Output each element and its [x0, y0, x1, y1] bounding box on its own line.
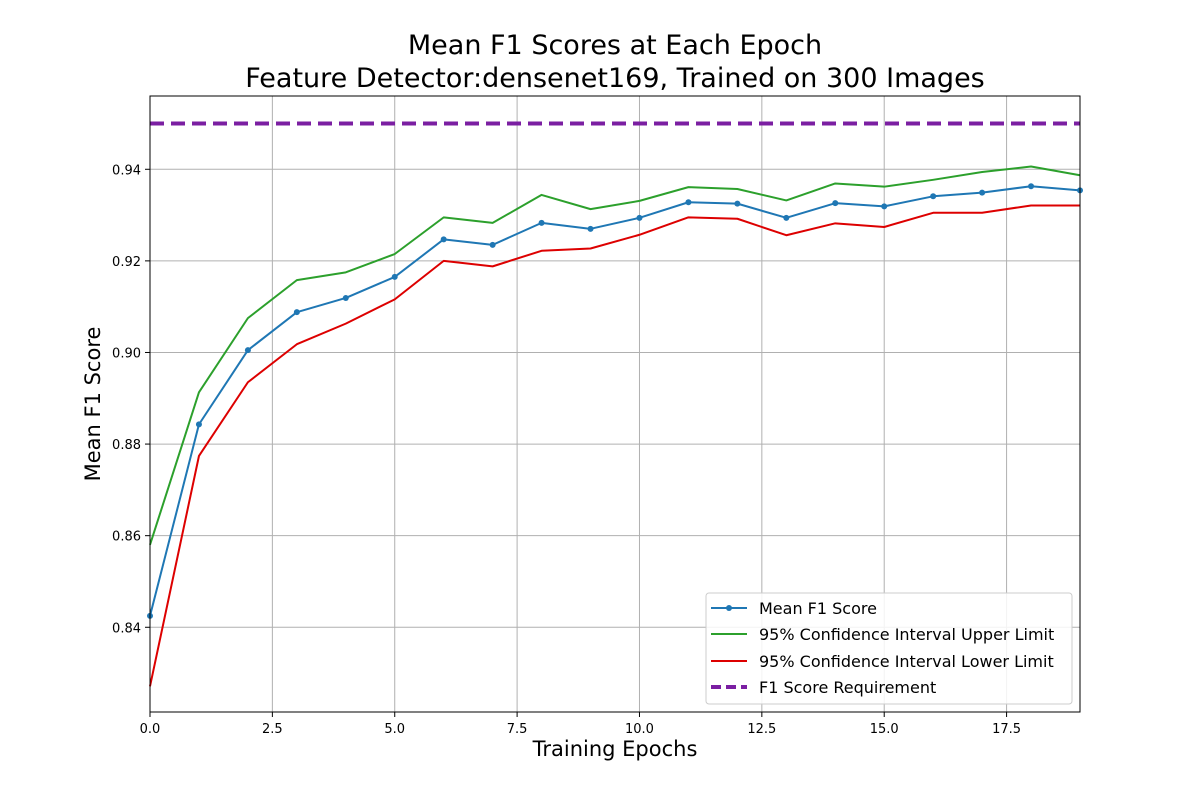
mean-f1-point [1028, 183, 1035, 190]
x-tick-label: 17.5 [992, 722, 1021, 737]
x-tick-label: 7.5 [507, 722, 528, 737]
mean-f1-point [881, 203, 888, 210]
mean-f1-point [636, 214, 643, 221]
chart-title-line-1: Mean F1 Scores at Each Epoch [408, 30, 822, 61]
series-line-1 [149, 165, 1081, 546]
x-tick-label: 10.0 [625, 722, 654, 737]
y-tick-label: 0.90 [112, 346, 141, 361]
x-tick-label: 0.0 [140, 722, 161, 737]
mean-f1-point [195, 421, 202, 428]
mean-f1-point [734, 200, 741, 207]
legend-label-1: 95% Confidence Interval Upper Limit [759, 625, 1054, 644]
y-tick-label: 0.84 [112, 621, 141, 636]
y-axis-label: Mean F1 Score [81, 327, 105, 482]
mean-f1-point [979, 189, 986, 196]
mean-f1-point [342, 294, 349, 301]
mean-f1-point [930, 193, 937, 200]
legend-label-2: 95% Confidence Interval Lower Limit [759, 652, 1054, 671]
mean-f1-point [538, 219, 545, 226]
chart-title-line-2: Feature Detector:densenet169, Trained on… [245, 63, 985, 94]
legend-label-3: F1 Score Requirement [759, 678, 936, 697]
series-line-2 [149, 204, 1080, 687]
mean-f1-point [244, 347, 251, 354]
legend-label-0: Mean F1 Score [759, 599, 877, 618]
mean-f1-point [293, 309, 300, 316]
x-tick-label: 15.0 [870, 722, 899, 737]
mean-f1-point [783, 214, 790, 221]
mean-f1-point [832, 200, 839, 207]
mean-f1-point [587, 225, 594, 232]
series-group [147, 121, 1083, 687]
series-line-0 [149, 185, 1081, 617]
y-tick-label: 0.92 [112, 255, 141, 270]
legend-box [705, 592, 1073, 705]
x-tick-label: 5.0 [384, 722, 405, 737]
x-tick-label: 12.5 [747, 722, 776, 737]
mean-f1-point [685, 199, 692, 206]
y-tick-label: 0.86 [112, 530, 141, 545]
x-tick-label: 2.5 [262, 722, 283, 737]
legend: Mean F1 Score 95% Confidence Interval Upp… [705, 592, 1073, 705]
grid-lines [149, 96, 1080, 712]
mean-f1-point [489, 241, 496, 248]
legend-marker [726, 605, 732, 611]
y-tick-label: 0.94 [112, 163, 141, 178]
plot-frame [149, 95, 1081, 713]
axis-ticks: 0.0 2.5 5.0 7.5 10.0 12.5 15.0 17.5 0.84 0.86 0.88… [112, 163, 1021, 737]
y-tick-label: 0.88 [112, 438, 141, 453]
mean-f1-point [440, 236, 447, 243]
x-axis-label: Training Epochs [532, 737, 698, 761]
mean-f1-point [391, 273, 398, 280]
